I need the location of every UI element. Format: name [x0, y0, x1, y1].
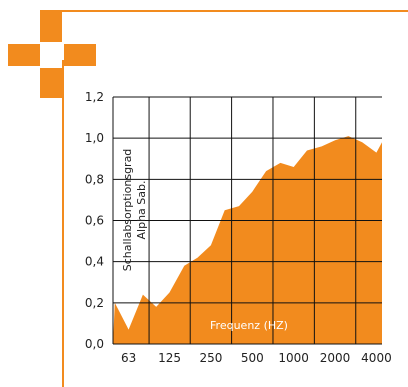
y-tick-label: 0,8 — [85, 172, 104, 186]
x-tick-labels: 63 125 250 500 1000 2000 4000 — [121, 351, 392, 365]
x-tick-label: 1000 — [278, 351, 309, 365]
y-tick-label: 0,2 — [85, 296, 104, 310]
x-tick-label: 4000 — [361, 351, 392, 365]
y-axis-label: Schallabsorptionsgrad — [121, 149, 134, 272]
y-tick-label: 0,6 — [85, 214, 104, 228]
cross-left-block — [8, 44, 40, 66]
y-tick-label: 0,0 — [85, 337, 104, 351]
left-accent-line — [62, 60, 64, 387]
y-tick-label: 1,2 — [85, 90, 104, 104]
cross-top-block — [40, 10, 62, 42]
x-tick-label: 500 — [241, 351, 264, 365]
top-accent-line — [47, 10, 408, 12]
x-axis-label: Frequenz (HZ) — [210, 319, 288, 332]
x-tick-label: 63 — [121, 351, 136, 365]
plot-area — [112, 96, 382, 345]
y-axis-label-secondary: Alpha Sab. — [135, 181, 148, 240]
x-tick-label: 2000 — [320, 351, 351, 365]
x-tick-label: 250 — [199, 351, 222, 365]
cross-right-block — [64, 44, 96, 66]
y-tick-label: 1,0 — [85, 131, 104, 145]
cross-bottom-block — [40, 68, 62, 98]
decor — [8, 10, 408, 387]
absorption-area — [113, 136, 382, 344]
x-tick-label: 125 — [158, 351, 181, 365]
y-tick-labels: 0,0 0,2 0,4 0,6 0,8 1,0 1,2 — [85, 90, 104, 351]
y-tick-label: 0,4 — [85, 255, 104, 269]
